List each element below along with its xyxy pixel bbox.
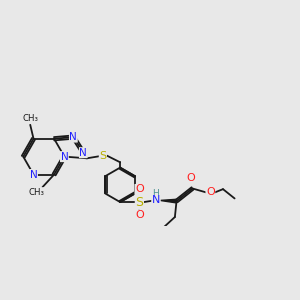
Polygon shape bbox=[160, 199, 177, 203]
Text: CH₃: CH₃ bbox=[22, 114, 38, 123]
Text: N: N bbox=[80, 148, 87, 158]
Text: N: N bbox=[152, 195, 160, 206]
Text: CH₃: CH₃ bbox=[28, 188, 44, 196]
Text: O: O bbox=[135, 184, 144, 194]
Text: O: O bbox=[186, 173, 195, 183]
Text: O: O bbox=[206, 188, 215, 197]
Text: S: S bbox=[99, 151, 106, 160]
Text: H: H bbox=[153, 189, 159, 198]
Text: S: S bbox=[135, 196, 143, 208]
Text: N: N bbox=[30, 169, 38, 179]
Text: N: N bbox=[61, 152, 68, 162]
Text: O: O bbox=[135, 210, 144, 220]
Text: N: N bbox=[70, 132, 77, 142]
